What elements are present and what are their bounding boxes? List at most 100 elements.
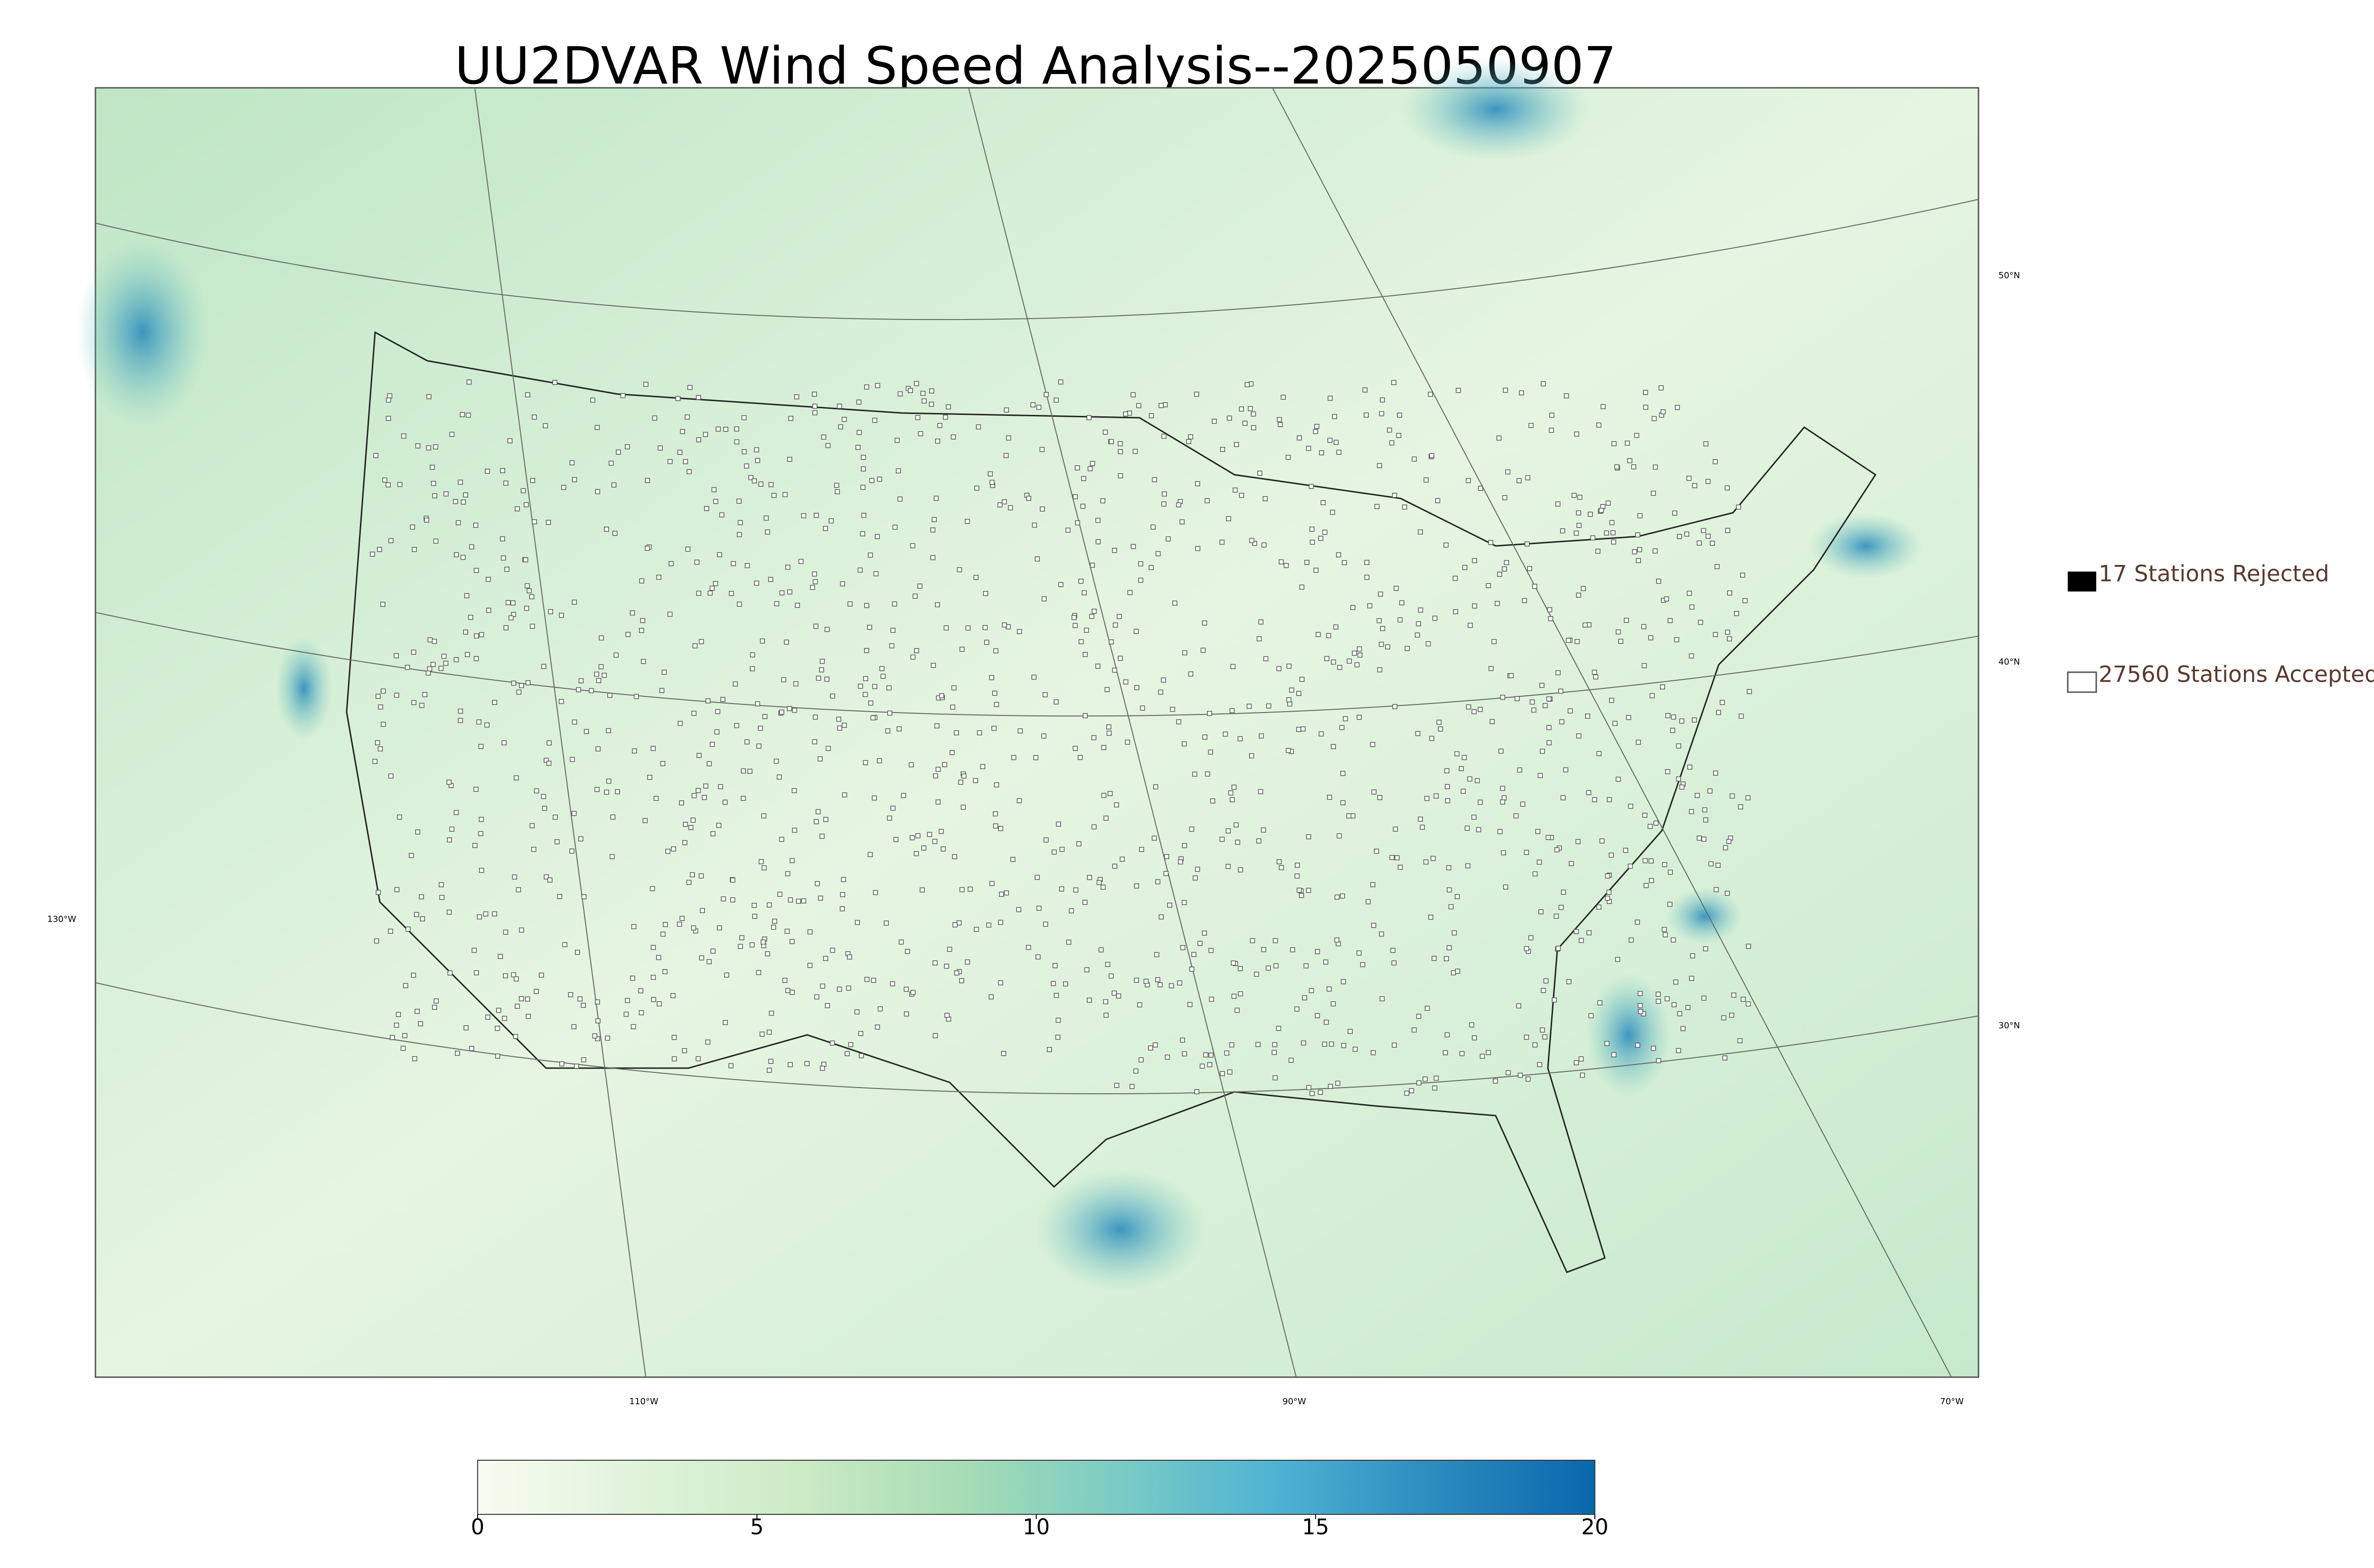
station [376,890,381,895]
legend-accepted: 27560 Stations Accepted [2099,662,2374,688]
accepted-swatch [2067,671,2097,693]
station [1296,727,1301,732]
station [1098,947,1104,953]
station [1671,714,1677,720]
station [847,954,852,960]
station [1187,1002,1193,1007]
station [1233,488,1238,493]
station [861,455,866,460]
station [885,728,891,734]
station [869,478,875,483]
station [589,688,594,694]
station [1479,1053,1485,1059]
station [1468,622,1473,628]
station [716,426,721,432]
station [425,670,431,676]
station [867,625,872,630]
station [961,773,967,779]
station [485,1014,490,1020]
station [1334,894,1340,900]
station [738,944,743,949]
station [659,688,665,693]
station [1337,833,1342,839]
station [744,739,750,745]
station [914,851,919,856]
station [1231,960,1236,966]
station [1244,382,1250,387]
station [1297,435,1302,441]
station [1054,993,1059,998]
station [620,393,626,398]
station [645,545,650,551]
station [1055,1034,1061,1040]
station [758,725,763,731]
station [1350,813,1356,818]
station [1324,1020,1329,1025]
station [816,676,821,681]
station [1364,560,1369,565]
station [880,674,886,679]
station [1661,927,1667,932]
station [501,555,506,561]
station [933,1033,938,1038]
station [578,678,584,684]
station [1178,859,1183,864]
station [512,874,518,880]
station [1725,528,1731,533]
station [796,899,801,904]
station [1394,586,1399,591]
station [1249,538,1254,543]
station [541,794,546,799]
station [1138,561,1143,566]
station [976,424,981,430]
station [1710,540,1715,546]
station [1701,528,1706,533]
station [558,699,564,704]
station [1263,656,1269,661]
station [492,911,497,917]
station [1445,798,1451,804]
station [716,925,722,930]
station [1626,715,1631,720]
station [1261,542,1267,548]
station [1168,983,1174,988]
station [1299,893,1304,898]
station [1379,641,1384,647]
station [1112,622,1118,628]
station [873,890,878,895]
station [1572,493,1577,498]
station [1542,703,1548,708]
station [1689,809,1694,814]
station [479,867,484,873]
station [430,662,436,667]
station [1130,392,1136,397]
station [1234,442,1239,447]
station [1629,937,1634,943]
station [1545,835,1551,840]
station [864,976,870,982]
station [1155,551,1161,556]
station [811,392,817,397]
station [1186,439,1191,444]
longitude-label: 90°W [1282,1397,1306,1407]
station [1258,619,1263,625]
station [503,625,509,630]
station [1132,449,1138,454]
station [662,969,668,975]
station [1690,953,1696,958]
station [1096,880,1102,885]
station [1599,838,1605,844]
station [623,1012,629,1017]
station [515,1004,520,1009]
station [1234,822,1239,827]
station [1123,411,1128,417]
station [1104,687,1110,692]
station [1705,479,1711,484]
station [793,681,799,686]
station [692,643,698,648]
station [748,475,754,480]
station [1734,611,1739,616]
station [495,1053,500,1059]
station [486,608,491,613]
station [965,959,970,965]
